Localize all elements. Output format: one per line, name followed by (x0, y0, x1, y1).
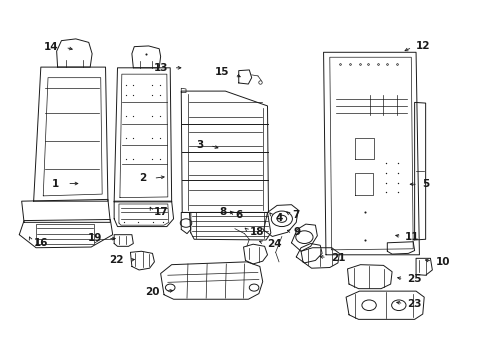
Text: 8: 8 (219, 207, 226, 217)
Text: 22: 22 (109, 256, 123, 265)
Text: 13: 13 (153, 63, 167, 73)
Text: 2: 2 (139, 173, 146, 183)
Text: 18: 18 (250, 227, 264, 237)
Text: 25: 25 (407, 274, 421, 284)
Text: 10: 10 (435, 257, 450, 267)
Text: 12: 12 (415, 41, 429, 51)
Text: 3: 3 (196, 140, 203, 150)
Text: 17: 17 (153, 207, 168, 217)
Text: 15: 15 (214, 67, 229, 77)
Text: 14: 14 (44, 42, 59, 51)
Text: 24: 24 (267, 239, 282, 249)
Text: 7: 7 (292, 210, 299, 220)
Text: 21: 21 (330, 253, 345, 263)
Text: 5: 5 (421, 179, 428, 189)
Text: 6: 6 (235, 210, 243, 220)
Text: 11: 11 (404, 232, 419, 242)
Text: 23: 23 (407, 299, 421, 309)
Text: 1: 1 (51, 179, 59, 189)
Text: 4: 4 (275, 213, 283, 223)
Text: 20: 20 (144, 287, 159, 297)
Text: 9: 9 (293, 227, 301, 237)
Text: 16: 16 (34, 238, 48, 248)
Text: 19: 19 (87, 233, 102, 243)
